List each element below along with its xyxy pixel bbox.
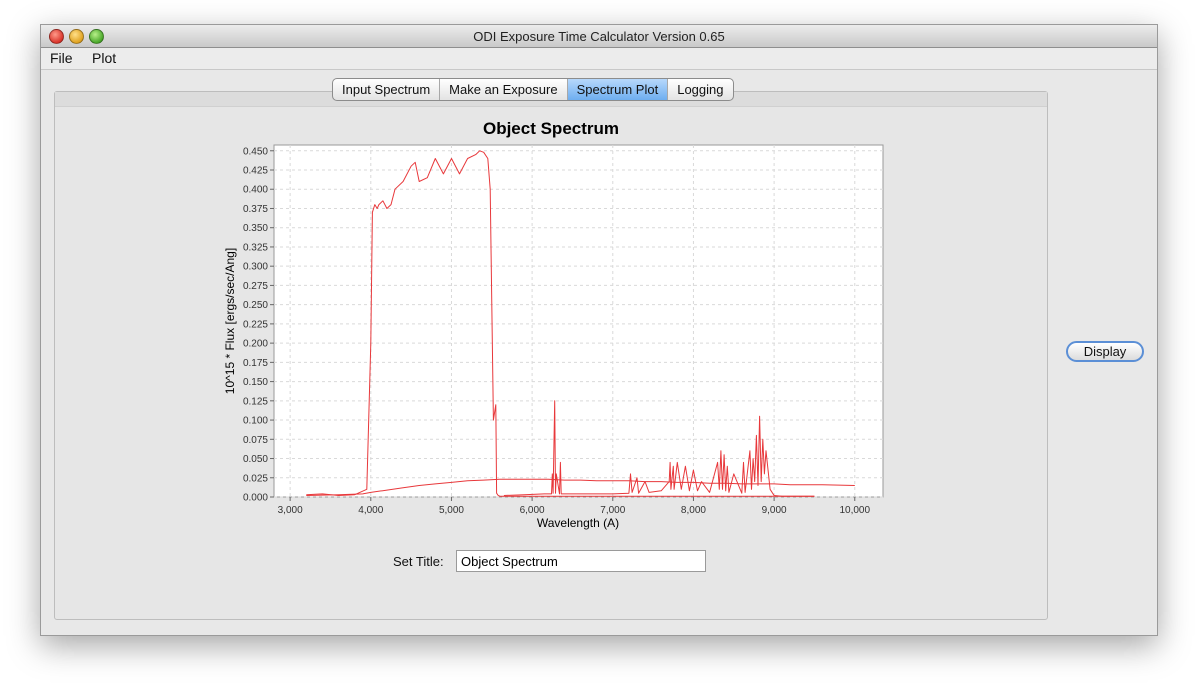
x-tick-label: 8,000	[681, 505, 706, 516]
y-tick-label: 0.300	[243, 262, 268, 273]
y-tick-label: 0.075	[243, 435, 268, 446]
y-tick-label: 0.150	[243, 377, 268, 388]
app-window: ODI Exposure Time Calculator Version 0.6…	[40, 24, 1158, 636]
menu-bar: File Plot	[41, 48, 1157, 70]
tab-bar: Input Spectrum Make an Exposure Spectrum…	[332, 78, 734, 101]
y-tick-label: 0.450	[243, 146, 268, 157]
x-axis-label: Wavelength (A)	[537, 516, 619, 530]
x-tick-label: 6,000	[520, 505, 545, 516]
x-tick-label: 3,000	[278, 505, 303, 516]
x-tick-label: 4,000	[358, 505, 383, 516]
chart-title: Object Spectrum	[482, 119, 620, 138]
y-tick-label: 0.200	[243, 339, 268, 350]
y-tick-label: 0.325	[243, 242, 268, 253]
menu-plot[interactable]: Plot	[92, 50, 117, 66]
y-tick-label: 0.025	[243, 473, 268, 484]
display-button[interactable]: Display	[1066, 341, 1144, 362]
y-tick-label: 0.050	[243, 454, 268, 465]
series-line-2	[306, 478, 855, 496]
close-window-icon[interactable]	[49, 29, 64, 44]
tab-logging[interactable]: Logging	[677, 82, 724, 97]
y-tick-label: 0.350	[243, 223, 268, 234]
y-tick-label: 0.000	[243, 493, 268, 504]
x-axis: 3,000 4,000 5,000 6,000 7,000 8,000 9,000 10,00…	[278, 497, 870, 516]
title-bar: ODI Exposure Time Calculator Version 0.6…	[41, 25, 1157, 48]
tab-spectrum-plot[interactable]: Spectrum Plot	[567, 79, 669, 100]
tab-make-an-exposure[interactable]: Make an Exposure	[440, 79, 568, 100]
y-tick-label: 0.175	[243, 358, 268, 369]
y-tick-label: 0.225	[243, 319, 268, 330]
y-tick-label: 0.425	[243, 166, 268, 177]
set-title-input[interactable]	[456, 550, 706, 572]
minimize-window-icon[interactable]	[69, 29, 84, 44]
tab-input-spectrum[interactable]: Input Spectrum	[333, 79, 441, 100]
series-line-3	[503, 400, 815, 497]
y-tick-label: 0.250	[243, 300, 268, 311]
y-tick-label: 0.275	[243, 281, 268, 292]
y-tick-label: 0.125	[243, 396, 268, 407]
zoom-window-icon[interactable]	[89, 29, 104, 44]
plot-area	[273, 144, 884, 498]
x-tick-label: 10,000	[839, 505, 870, 516]
series-lines	[306, 150, 855, 497]
set-title-label: Set Title:	[393, 554, 444, 569]
window-title: ODI Exposure Time Calculator Version 0.6…	[473, 29, 725, 44]
menu-file[interactable]: File	[50, 50, 73, 66]
x-tick-label: 7,000	[600, 505, 625, 516]
y-tick-label: 0.100	[243, 416, 268, 427]
series-line-1	[306, 150, 815, 497]
y-tick-label: 0.400	[243, 185, 268, 196]
y-axis: 0.000 0.025 0.050 0.075 0.100 0.125 0.150 0.175…	[243, 146, 274, 504]
y-tick-label: 0.375	[243, 204, 268, 215]
y-axis-label: 10^15 * Flux [ergs/sec/Ang]	[223, 248, 237, 394]
x-tick-label: 9,000	[762, 505, 787, 516]
spectrum-chart: 3,000 4,000 5,000 6,000 7,000 8,000 9,000 10,00…	[223, 144, 884, 530]
x-tick-label: 5,000	[439, 505, 464, 516]
